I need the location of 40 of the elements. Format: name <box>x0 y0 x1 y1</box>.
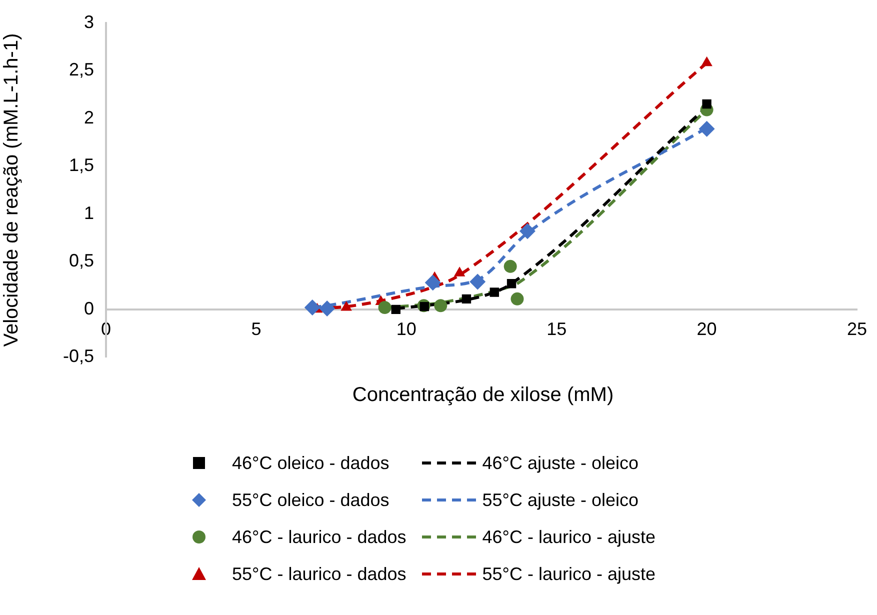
legend-label: 55°C oleico - dados <box>232 490 390 510</box>
point <box>434 299 448 312</box>
y-tick-label: 3 <box>84 12 94 32</box>
y-tick-label: -0,5 <box>62 346 94 366</box>
legend-label: 55°C - laurico - ajuste <box>482 564 656 584</box>
y-axis-title: Velocidade de reação (mM.L-1.h-1) <box>0 33 23 347</box>
point <box>504 260 517 273</box>
x-axis-title: Concentração de xilose (mM) <box>351 384 615 407</box>
y-tick-label: 0,5 <box>68 250 94 271</box>
point <box>378 301 392 314</box>
y-tick-label: 2 <box>84 107 94 128</box>
point <box>702 99 712 109</box>
legend-label: 46°C - laurico - dados <box>232 526 406 548</box>
y-tick-label: 2,5 <box>68 60 94 80</box>
x-tick-label: 25 <box>846 319 868 340</box>
point <box>424 274 441 291</box>
point <box>391 304 400 314</box>
y-tick-label: 1 <box>84 202 94 223</box>
point <box>510 292 524 306</box>
point <box>506 279 516 288</box>
legend-label: 46°C ajuste - oleico <box>482 452 639 474</box>
point <box>454 266 466 276</box>
point <box>340 301 352 311</box>
x-tick-label: 15 <box>546 319 567 340</box>
point <box>698 120 715 137</box>
x-tick-label: 20 <box>696 319 717 340</box>
y-tick-label: 0 <box>84 298 94 318</box>
point <box>319 300 336 316</box>
y-tick-label: 1,5 <box>68 155 94 176</box>
point <box>470 274 486 290</box>
legend-label: 55°C ajuste - oleico <box>482 490 639 510</box>
x-tick-label: 10 <box>396 319 416 340</box>
legend-label: 46°C - laurico - ajuste <box>482 526 656 548</box>
point <box>462 294 472 304</box>
legend-label: 55°C - laurico - dados <box>232 564 406 584</box>
point <box>519 223 536 240</box>
point <box>490 288 500 297</box>
point <box>304 300 320 316</box>
legend-label: 46°C oleico - dados <box>232 452 390 474</box>
x-tick-label: 5 <box>251 319 262 340</box>
